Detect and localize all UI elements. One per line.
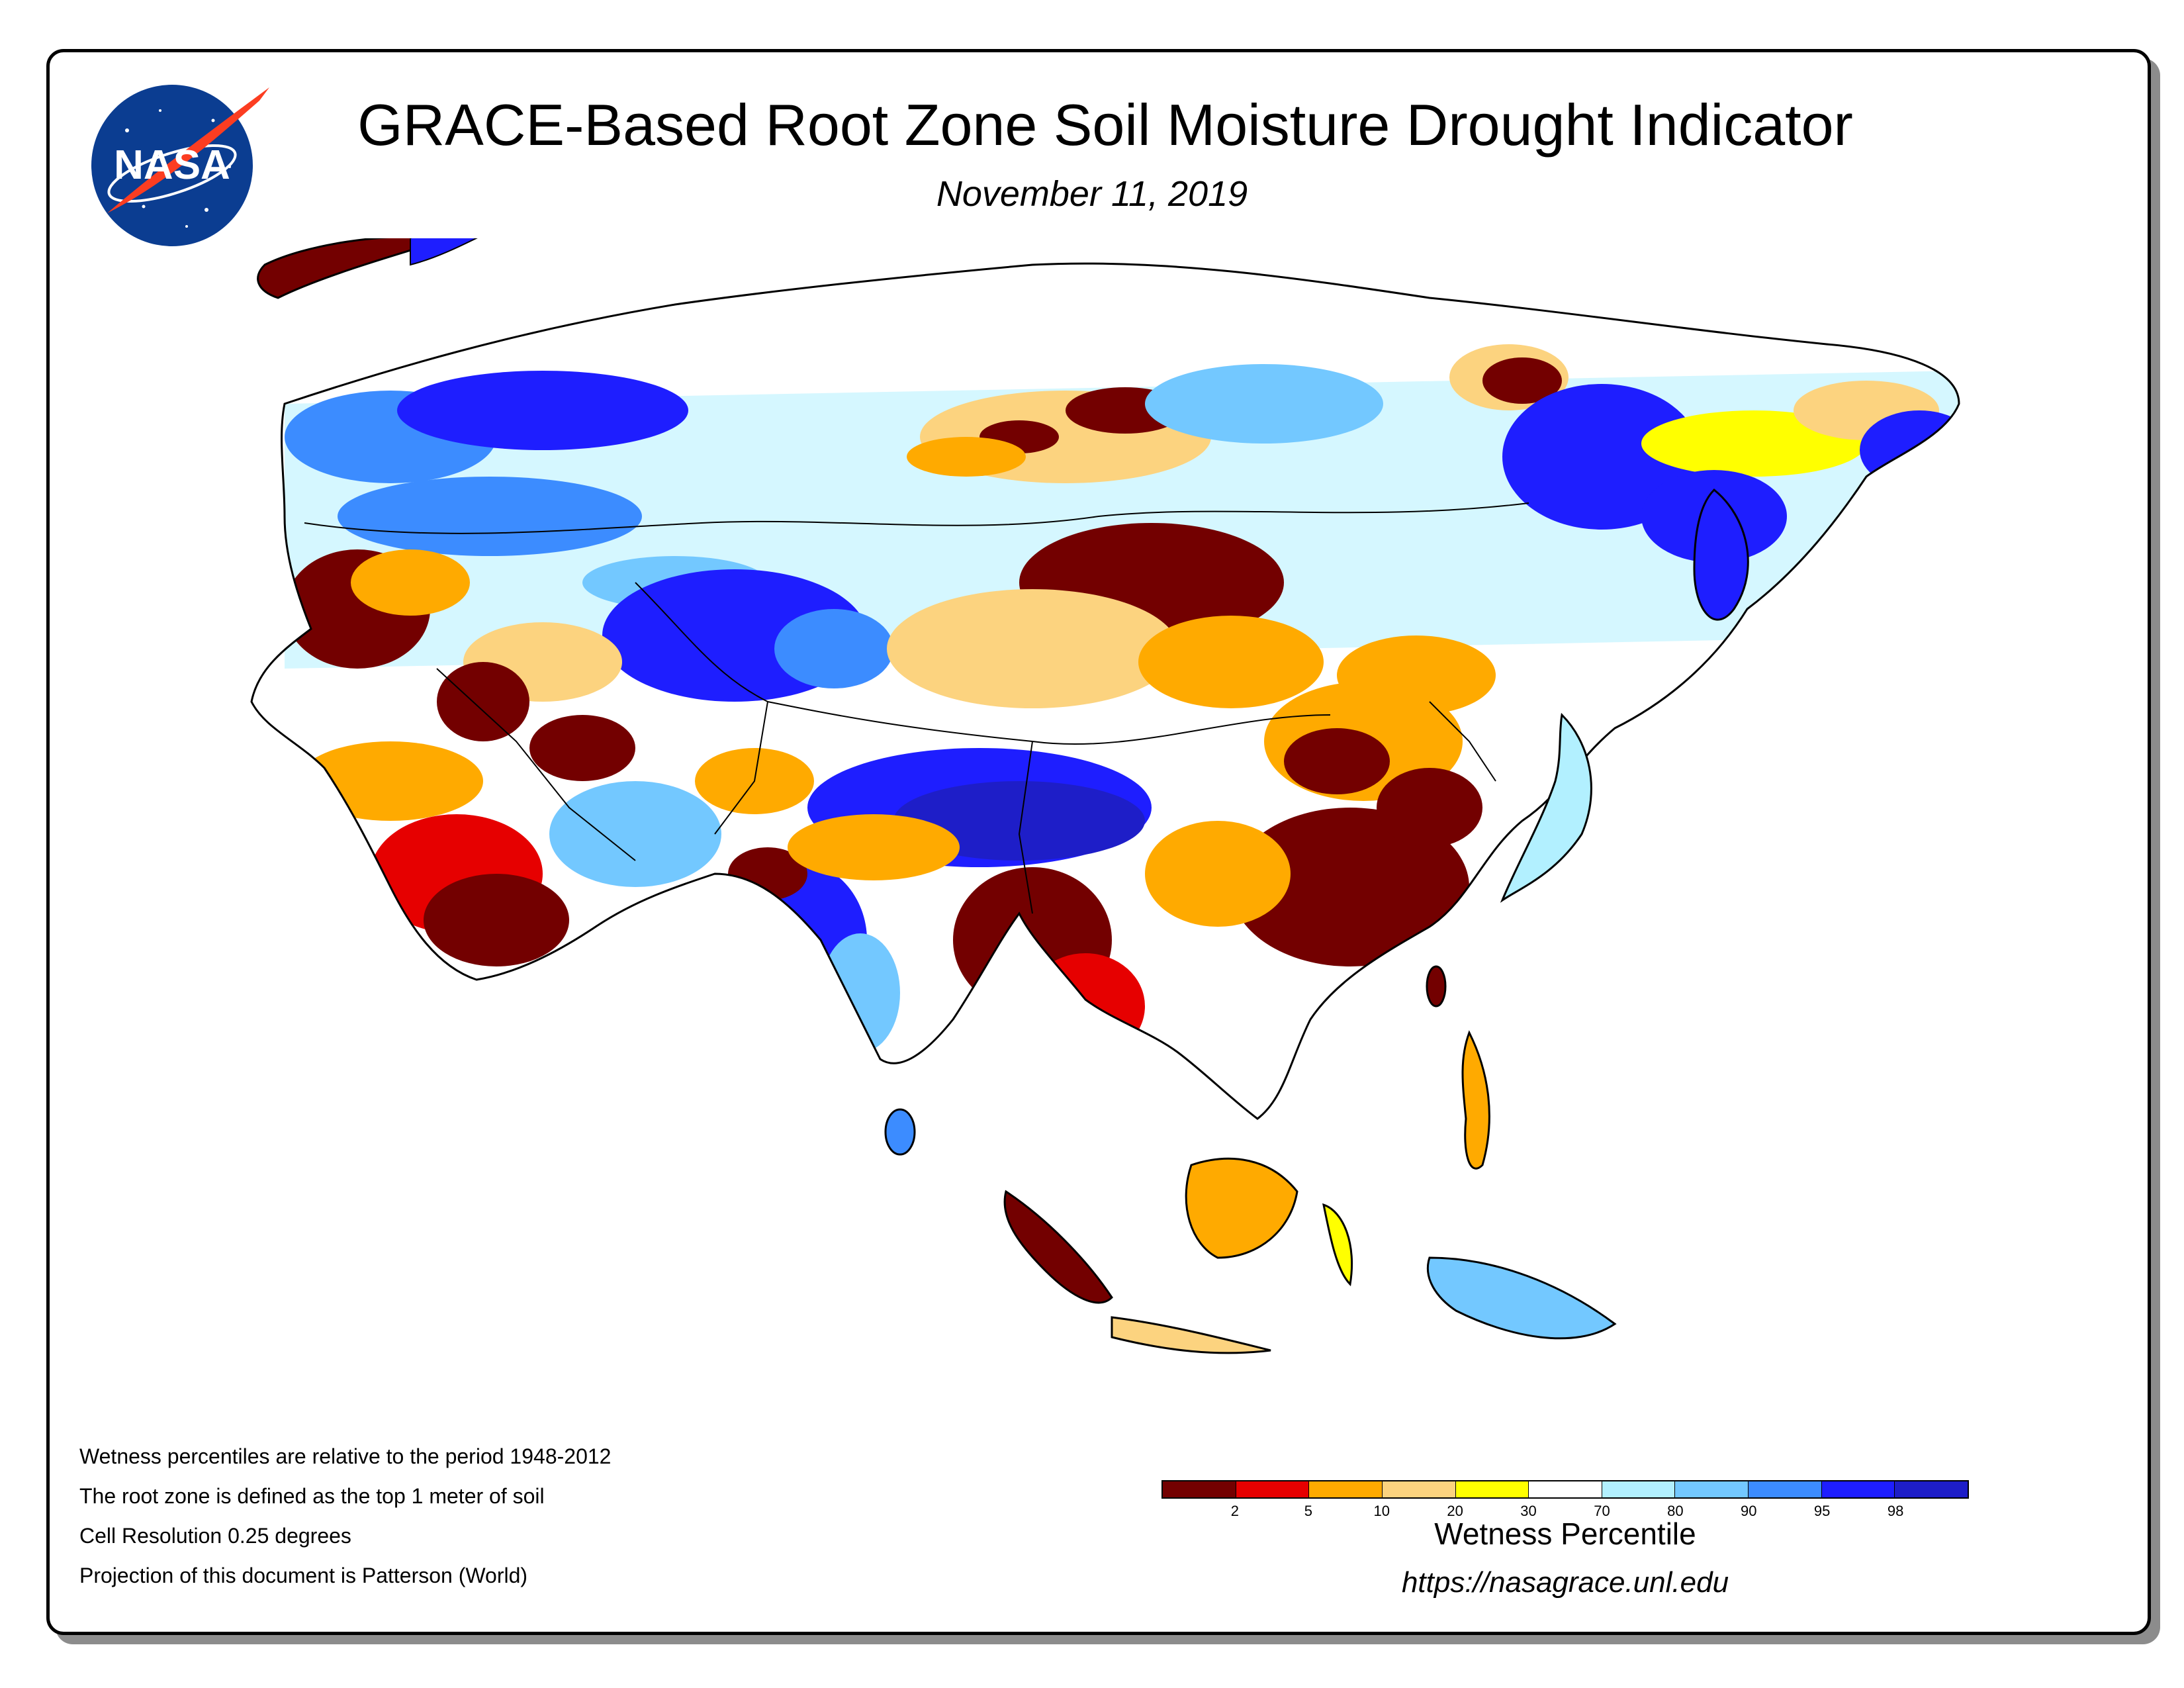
legend-tick-label: 90 [1741, 1503, 1757, 1519]
drought-map [250, 238, 1960, 1354]
legend-swatch [1529, 1481, 1602, 1497]
legend-tick-label: 80 [1667, 1503, 1684, 1519]
scandinavia [257, 238, 451, 299]
japan [1500, 712, 1592, 903]
legend-swatch [1821, 1481, 1895, 1497]
new-guinea [1426, 1256, 1617, 1340]
novaya-zemlya [410, 238, 478, 266]
note-percentile-period: Wetness percentiles are relative to the … [79, 1444, 612, 1468]
legend-tick-label: 70 [1594, 1503, 1610, 1519]
legend-ticks: 2 5 10 20 30 70 80 90 95 98 [1161, 1499, 1969, 1521]
borneo [1185, 1157, 1298, 1259]
sri-lanka [884, 1108, 916, 1156]
legend-swatch [1309, 1481, 1383, 1497]
note-projection: Projection of this document is Patterson… [79, 1564, 528, 1587]
taiwan [1426, 965, 1447, 1008]
philippines [1461, 1030, 1490, 1170]
legend-tick-label: 10 [1373, 1503, 1390, 1519]
legend-tick-label: 98 [1887, 1503, 1904, 1519]
svg-text:NASA: NASA [114, 142, 230, 188]
legend-swatch [1382, 1481, 1456, 1497]
legend-color-bar [1161, 1480, 1969, 1499]
nasa-logo: NASA [91, 85, 269, 246]
legend-swatch [1236, 1481, 1310, 1497]
sulawesi [1322, 1203, 1353, 1287]
legend-tick-label: 2 [1230, 1503, 1240, 1519]
legend-swatch [1602, 1481, 1676, 1497]
legend-tick-label: 30 [1520, 1503, 1537, 1519]
page-title: GRACE-Based Root Zone Soil Moisture Drou… [357, 92, 1853, 158]
legend-tick-label: 5 [1304, 1503, 1312, 1519]
note-root-zone: The root zone is defined as the top 1 me… [79, 1484, 545, 1508]
kamchatka [1693, 488, 1749, 621]
legend-swatch [1455, 1481, 1529, 1497]
legend-swatch [1749, 1481, 1822, 1497]
legend-swatch [1163, 1481, 1236, 1497]
legend-swatch [1675, 1481, 1749, 1497]
java [1111, 1316, 1271, 1354]
legend-tick-label: 95 [1813, 1503, 1831, 1519]
legend-tick-label: 20 [1447, 1503, 1463, 1519]
legend-title: Wetness Percentile [1434, 1517, 1696, 1551]
wetness-legend: 2 5 10 20 30 70 80 90 95 98 [1161, 1480, 1969, 1521]
note-cell-resolution: Cell Resolution 0.25 degrees [79, 1524, 351, 1548]
map-date: November 11, 2019 [936, 174, 1248, 214]
map-notes: Wetness percentiles are relative to the … [79, 1443, 611, 1602]
legend-swatch [1895, 1481, 1968, 1497]
source-url[interactable]: https://nasagrace.unl.edu [1401, 1566, 1729, 1599]
sumatra [1003, 1190, 1113, 1304]
